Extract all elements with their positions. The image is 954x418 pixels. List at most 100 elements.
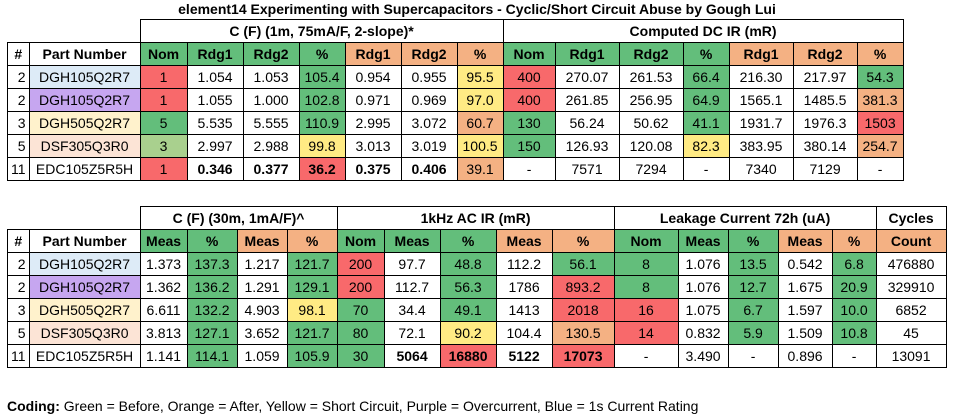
table1-group-header: C (F) (1m, 75mA/F, 2-slope)* Computed DC … [7,19,904,43]
table-cell: 150 [502,134,556,158]
table-cell: 1786 [495,275,553,299]
header-cell: % [286,229,338,253]
table-cell: 11 [7,344,30,368]
header-cell [29,19,141,43]
table-cell: 8 [613,252,679,276]
table-cell: 7340 [728,157,794,181]
table-cell: 6852 [875,298,947,322]
header-cell: Cycles [875,206,947,230]
table-cell: 217.97 [792,65,858,89]
table1-column-header: # Part Number Nom Rdg1 Rdg2% Rdg1 Rdg2% Nom Rdg1… [7,42,904,66]
table-cell: 0.406 [400,157,458,181]
table-cell: 16 [613,298,679,322]
header-cell: % [298,42,346,66]
table-cell: 1.291 [236,275,288,299]
table-cell: 99.8 [298,134,346,158]
table-cell: 13.5 [727,252,779,276]
header-cell: C (F) (1m, 75mA/F, 2-slope)* [139,19,504,43]
table-cell: 200 [336,252,385,276]
header-cell: 1kHz AC IR (mR) [336,206,615,230]
table-cell: 17073 [551,344,615,368]
table-cell: 130.5 [551,321,615,345]
table-cell: 1503 [856,111,904,135]
header-cell: % [727,229,779,253]
header-cell: Nom [139,42,188,66]
table-cell: 45 [875,321,947,345]
table-cell: 121.7 [286,252,338,276]
table-cell: 0.377 [242,157,300,181]
header-cell: Rdg2 [400,42,458,66]
table-cell: 5.555 [242,111,300,135]
table-cell: 0.955 [400,65,458,89]
table-cell: 56.1 [551,252,615,276]
table-cell: 1.597 [777,298,833,322]
table-row: 2 DGH105Q2R7 1 1.054 1.053 105.4 0.954 0.955 95.… [7,65,904,89]
table-cell: 261.53 [618,65,684,89]
table-cell: 1976.3 [792,111,858,135]
header-cell: Rdg2 [618,42,684,66]
table-cell: 12.7 [727,275,779,299]
header-cell: Rdg1 [554,42,620,66]
acir-leakage-table: C (F) (30m, 1mA/F)^ 1kHz AC IR (mR) Leakag… [7,206,947,368]
table-cell: 50.62 [618,111,684,135]
table-cell: 1485.5 [792,88,858,112]
table-cell: 104.4 [495,321,553,345]
table2-group-header: C (F) (30m, 1mA/F)^ 1kHz AC IR (mR) Leakag… [7,206,947,230]
table-cell: 1.053 [242,65,300,89]
table-cell: - [613,344,679,368]
table-cell: 5122 [495,344,553,368]
table-cell: 3.013 [344,134,402,158]
table-cell: 1.141 [139,344,188,368]
part-number-cell: DGH105Q2R7 [28,65,141,89]
header-cell: % [682,42,730,66]
table-cell: 120.08 [618,134,684,158]
table-cell: 200 [336,275,385,299]
table-cell: 1.059 [236,344,288,368]
table-cell: 6.611 [139,298,188,322]
table-cell: 1.509 [777,321,833,345]
table-cell: 3.490 [677,344,729,368]
table-cell: 1.362 [139,275,188,299]
header-cell [7,19,30,43]
table-cell: 90.2 [439,321,497,345]
table-cell: 121.7 [286,321,338,345]
table-cell: 112.7 [383,275,441,299]
table-cell: - [856,157,904,181]
part-number-cell: DGH105Q2R7 [28,252,141,276]
table-cell: 0.969 [400,88,458,112]
table-cell: 10.8 [831,321,877,345]
table-cell: 329910 [875,275,947,299]
table-cell: 476880 [875,252,947,276]
table-cell: 105.4 [298,65,346,89]
table-row: 3 DGH505Q2R7 6.611 132.2 4.903 98.1 70 34.4 49.1… [7,298,947,322]
color-coding-legend: Coding: Green = Before, Orange = After, … [7,397,698,415]
table-row: 2 DGH105Q2R7 1 1.055 1.000 102.8 0.971 0.969 97.… [7,88,904,112]
header-cell: Meas [495,229,553,253]
table-cell: 3.652 [236,321,288,345]
table-cell: 2 [7,252,30,276]
header-cell: Nom [502,42,556,66]
table-cell: 14 [613,321,679,345]
table-cell: 5 [7,134,30,158]
table-cell: 7294 [618,157,684,181]
table-cell: 48.8 [439,252,497,276]
header-cell [7,206,30,230]
header-cell: % [856,42,904,66]
table-cell: 72.1 [383,321,441,345]
part-number-cell: DSF305Q3R0 [28,321,141,345]
header-cell: Meas [139,229,188,253]
header-cell: # [7,229,30,253]
table-cell: 5.9 [727,321,779,345]
table-cell: 1.054 [186,65,244,89]
capacitance-dcir-table: C (F) (1m, 75mA/F, 2-slope)* Computed DC … [7,19,904,181]
table-cell: 97.7 [383,252,441,276]
table-cell: - [727,344,779,368]
table-cell: 114.1 [186,344,238,368]
table-row: 3 DGH505Q2R7 5 5.535 5.555 110.9 2.995 3.072 60.… [7,111,904,135]
table-cell: 6.8 [831,252,877,276]
table-cell: 2.988 [242,134,300,158]
part-number-cell: DGH505Q2R7 [28,298,141,322]
table-cell: 1 [139,65,188,89]
table-cell: 1.373 [139,252,188,276]
table-cell: 3 [7,298,30,322]
